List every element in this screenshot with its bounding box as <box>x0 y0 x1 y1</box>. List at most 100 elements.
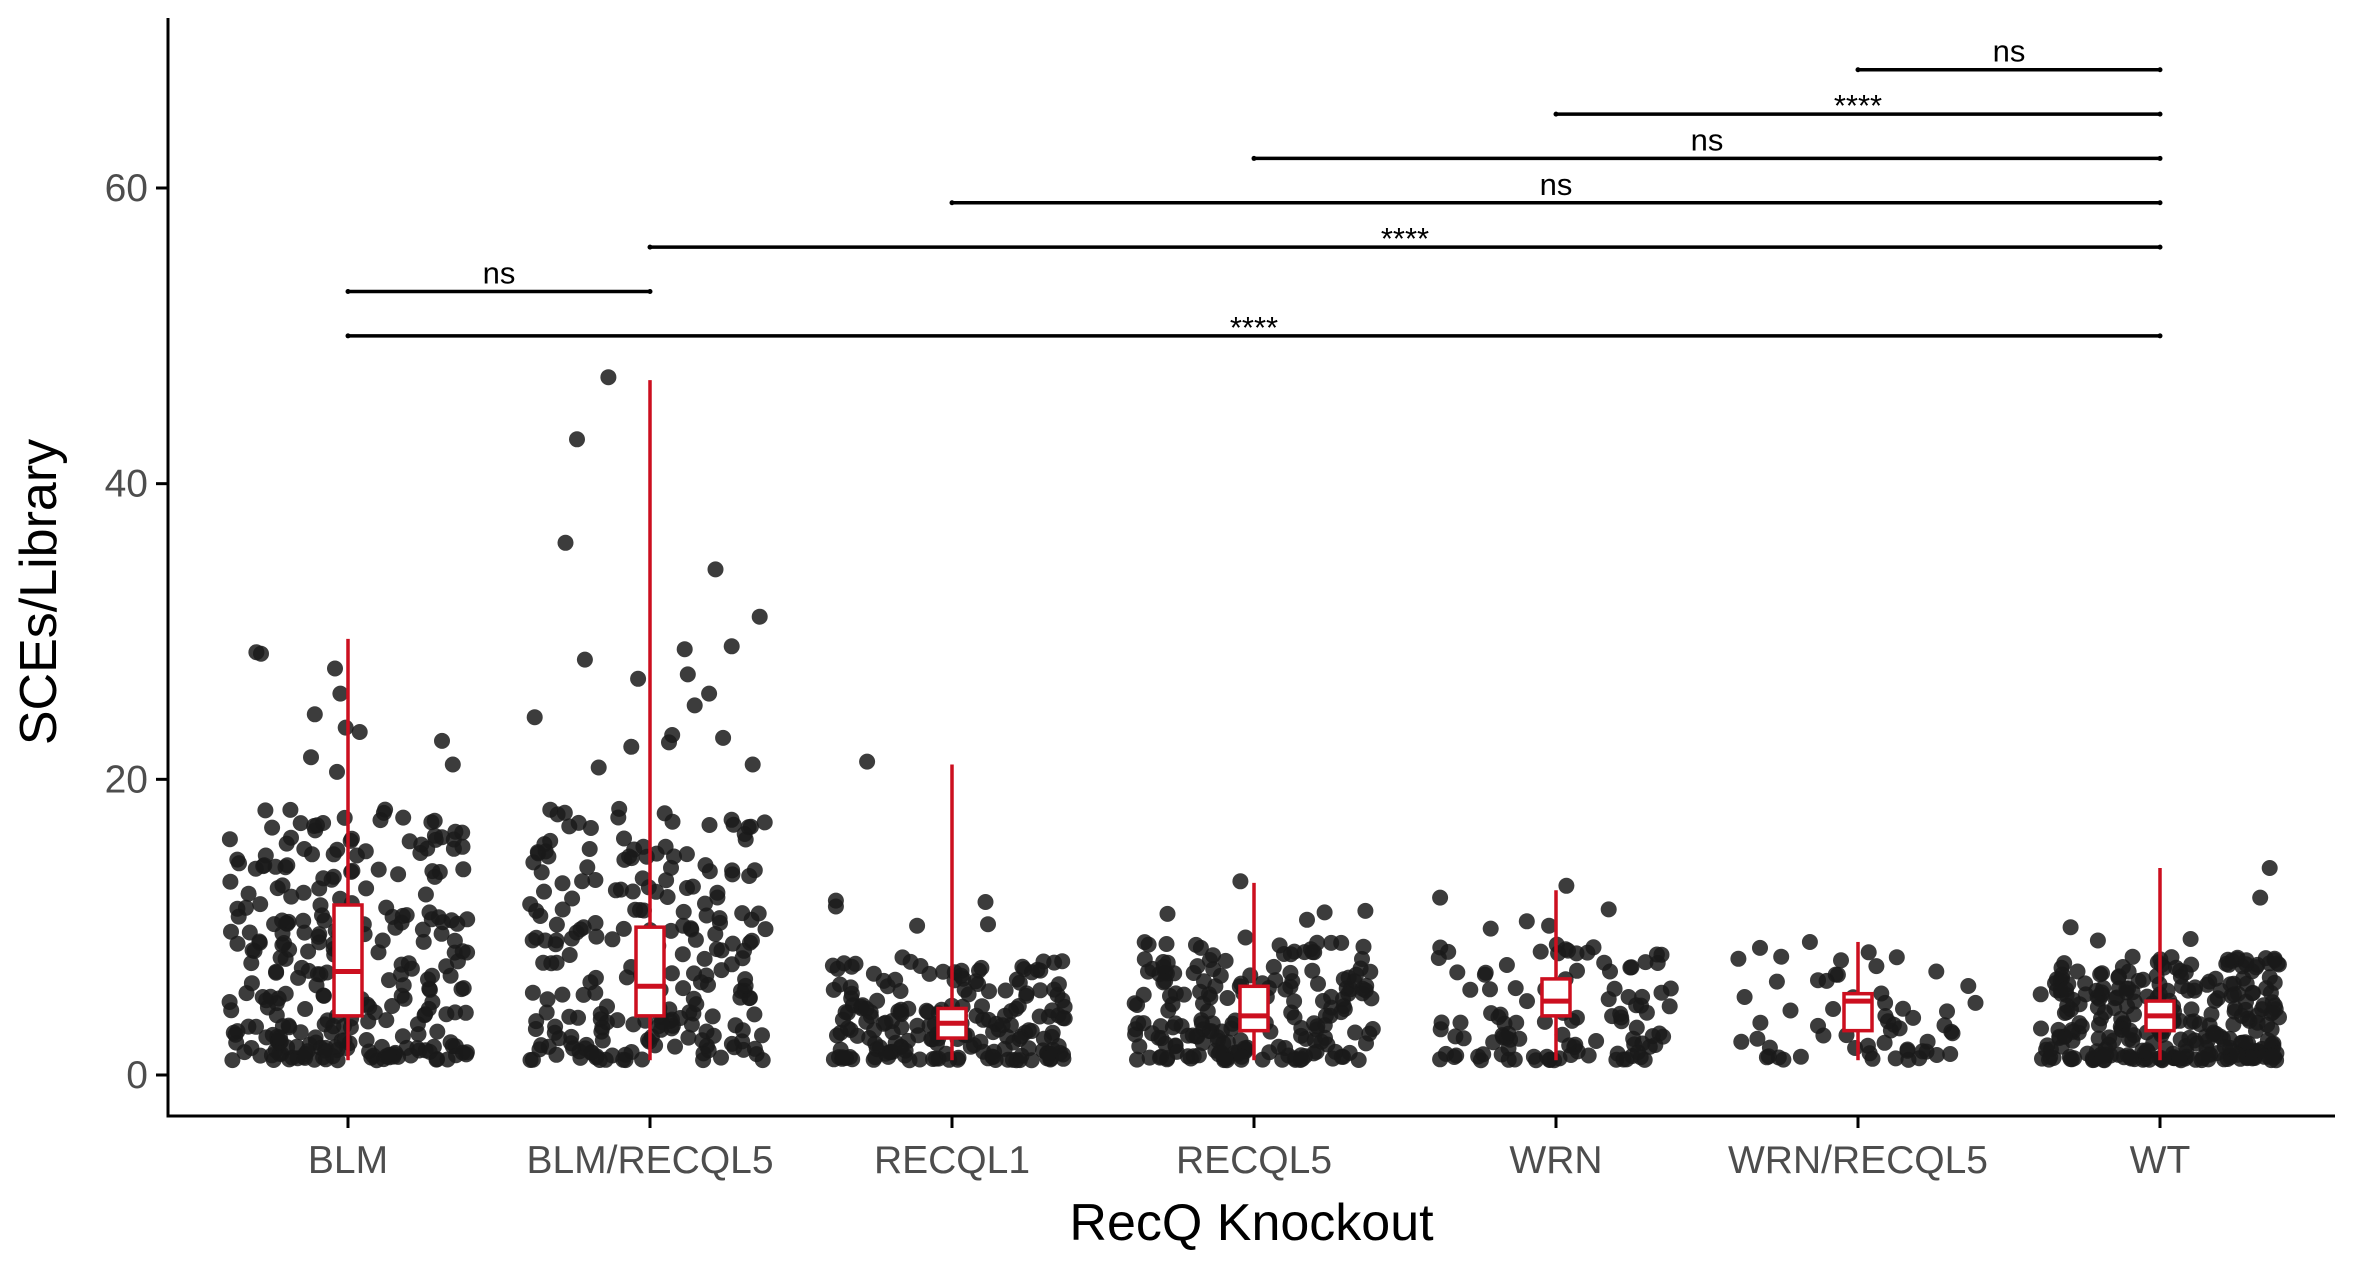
data-point <box>726 1039 743 1056</box>
data-point <box>1032 982 1049 999</box>
data-point <box>709 884 726 901</box>
data-point <box>2094 965 2110 982</box>
y-axis-ticks: 0 20 40 60 <box>105 167 168 1097</box>
data-point <box>612 881 629 898</box>
data-point <box>1131 1038 1148 1055</box>
data-point <box>424 994 441 1010</box>
data-point <box>2110 968 2127 985</box>
data-point <box>1541 917 1558 934</box>
data-point <box>2245 984 2261 1001</box>
data-point <box>1492 1006 1509 1023</box>
data-point <box>1287 1051 1304 1068</box>
data-point <box>1218 1052 1235 1069</box>
comparison-label: ns <box>1993 34 2026 69</box>
data-point <box>1609 1045 1626 1062</box>
data-point <box>2041 1051 2057 1068</box>
data-point <box>2066 1050 2083 1067</box>
data-point <box>1508 1014 1525 1031</box>
data-point <box>680 1029 697 1046</box>
data-point <box>1613 1009 1630 1026</box>
data-point <box>224 1052 241 1069</box>
data-point <box>1641 1038 1658 1055</box>
data-point <box>420 971 436 988</box>
data-point <box>1192 939 1209 956</box>
data-point <box>1267 972 1284 989</box>
data-point <box>306 706 323 723</box>
data-point <box>1141 1049 1158 1066</box>
data-point <box>2121 1022 2138 1039</box>
data-point <box>2071 1015 2088 1032</box>
data-point <box>229 1023 246 1040</box>
data-point <box>1636 1051 1653 1068</box>
data-point <box>750 905 767 922</box>
data-point <box>676 641 693 658</box>
data-point <box>973 959 990 976</box>
data-point <box>569 431 585 448</box>
data-point <box>1364 1021 1381 1037</box>
data-point <box>556 804 573 821</box>
data-point <box>1233 1048 1250 1065</box>
data-point <box>1536 1013 1553 1030</box>
comparison-end <box>345 288 351 294</box>
data-point <box>1470 1048 1487 1065</box>
data-point <box>311 880 328 897</box>
data-point <box>1733 1033 1750 1050</box>
data-point <box>1833 952 1849 969</box>
data-point <box>630 670 647 687</box>
data-point <box>1157 973 1174 990</box>
box-iqr <box>634 925 666 1018</box>
data-point <box>757 921 774 938</box>
data-point <box>2033 1020 2049 1037</box>
data-point <box>1525 1048 1542 1065</box>
data-point <box>342 1019 359 1036</box>
data-point <box>1324 1050 1341 1067</box>
x-axis-ticks: BLM BLM/RECQL5 RECQL1 RECQL5 WRN WRN/RECQL5 WT <box>308 1116 2190 1182</box>
data-point <box>332 685 349 702</box>
data-point <box>754 1027 770 1044</box>
data-point <box>329 763 345 780</box>
data-point <box>1323 999 1340 1016</box>
data-point <box>1044 1024 1061 1041</box>
data-point <box>1046 981 1062 998</box>
data-point <box>524 1051 541 1068</box>
data-point <box>701 817 718 833</box>
data-point <box>1519 993 1535 1010</box>
data-point <box>955 970 972 987</box>
data-point <box>2212 982 2229 999</box>
data-point <box>240 885 257 902</box>
data-point <box>296 841 313 857</box>
data-point <box>455 861 472 878</box>
data-point <box>312 966 329 983</box>
data-point <box>701 685 718 702</box>
data-point <box>591 1052 608 1068</box>
data-point <box>1305 1045 1322 1062</box>
data-point <box>1270 1038 1287 1055</box>
data-point <box>897 1042 914 1059</box>
data-point <box>548 932 565 949</box>
data-point <box>859 753 876 770</box>
data-point <box>875 1015 892 1032</box>
data-point <box>1153 1048 1170 1065</box>
data-point <box>1212 967 1229 984</box>
data-point <box>229 935 246 952</box>
data-point <box>832 976 848 993</box>
data-point <box>2182 931 2199 947</box>
data-point <box>615 920 632 937</box>
comparison-end <box>345 333 351 339</box>
data-point <box>297 1001 314 1017</box>
data-point <box>2241 1049 2258 1066</box>
data-point <box>248 1018 264 1035</box>
data-point <box>2051 1030 2068 1046</box>
data-point <box>1129 997 1146 1013</box>
data-point <box>625 1016 642 1033</box>
data-point <box>618 969 635 986</box>
data-point <box>571 1043 588 1060</box>
data-point <box>941 1051 958 1068</box>
data-point <box>574 873 591 890</box>
x-tick-label: WRN <box>1509 1139 1602 1182</box>
data-point <box>918 1002 935 1019</box>
data-point <box>358 880 375 897</box>
data-point <box>632 902 648 918</box>
data-point <box>723 811 740 828</box>
comparison-label: **** <box>1230 310 1278 345</box>
